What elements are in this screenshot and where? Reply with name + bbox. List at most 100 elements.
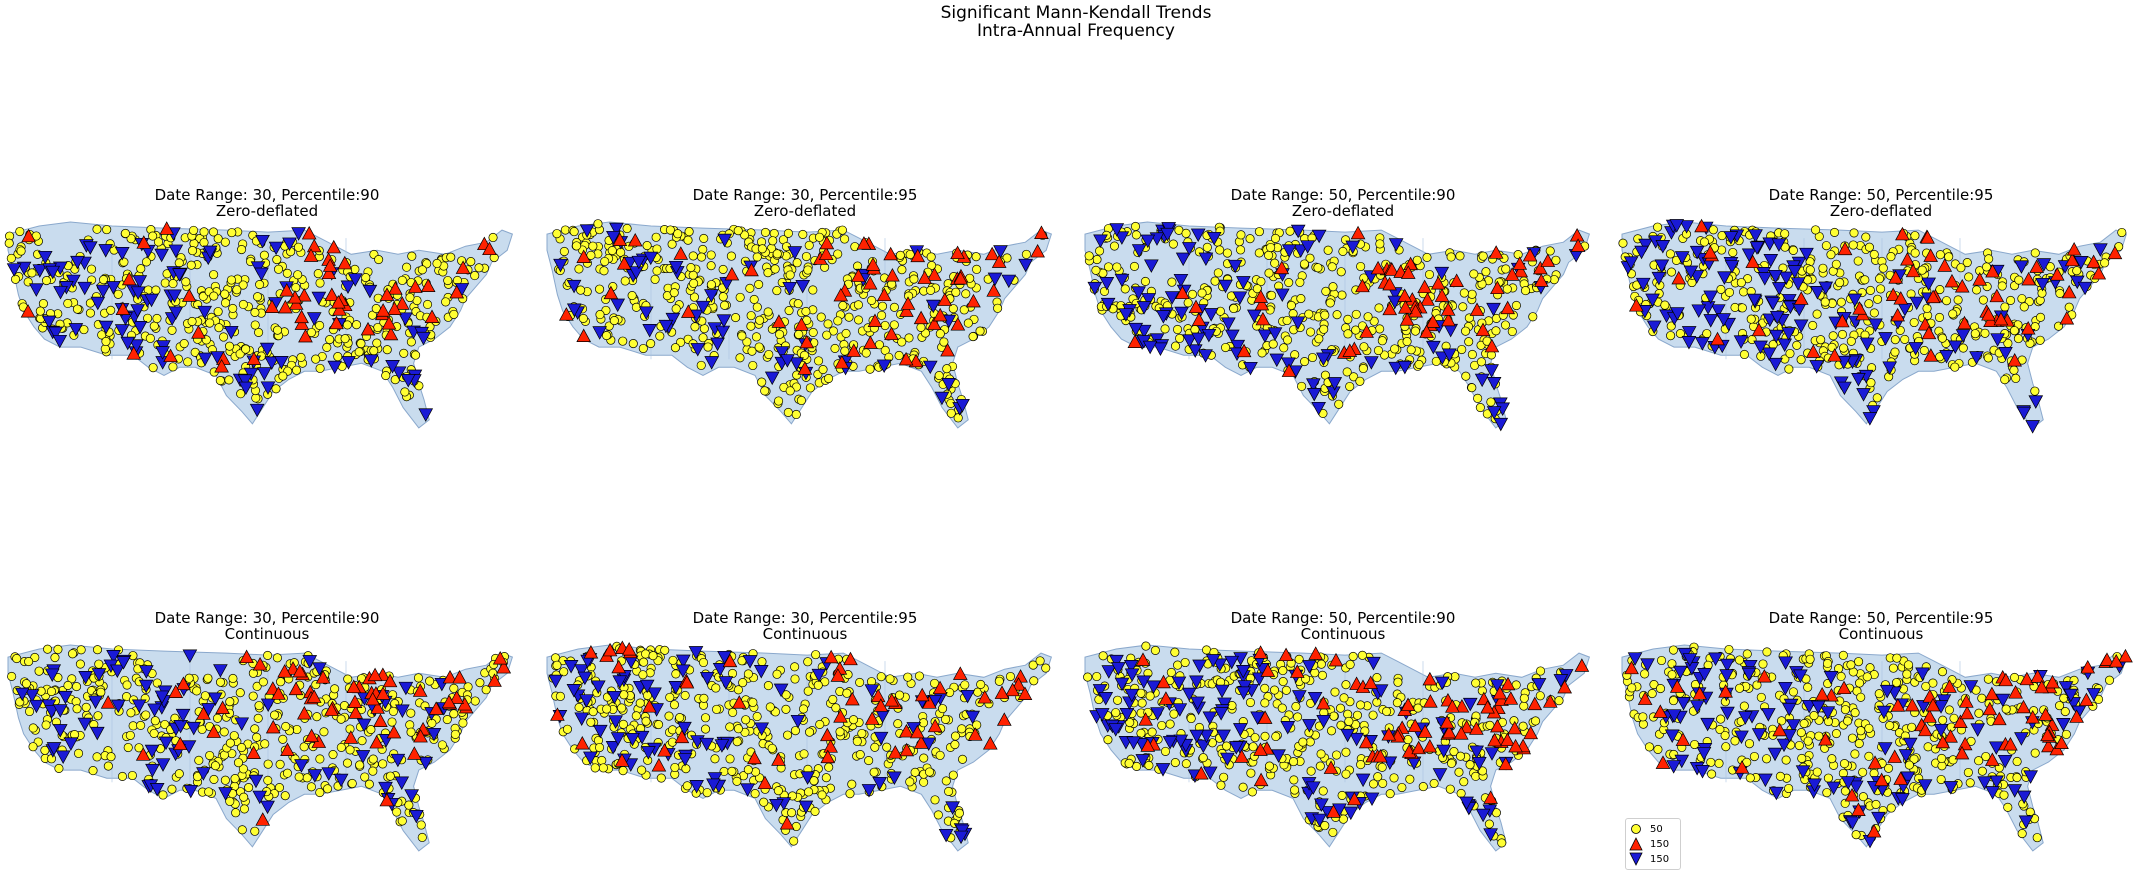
site-decreasing-trend [583, 751, 598, 766]
site-no-trend [1446, 252, 1456, 262]
site-no-trend [123, 742, 133, 753]
site-increasing-trend [1827, 348, 1842, 362]
site-decreasing-trend [1300, 240, 1316, 254]
panel-subtitle-3: Zero-deflated [1291, 202, 1395, 220]
site-no-trend [1507, 326, 1517, 337]
site-no-trend [1797, 753, 1807, 763]
site-increasing-trend [20, 304, 36, 318]
site-no-trend [972, 720, 982, 730]
site-no-trend [1359, 342, 1369, 352]
site-increasing-trend [292, 663, 308, 678]
site-decreasing-trend [1681, 326, 1697, 340]
site-no-trend [293, 242, 304, 252]
site-no-trend [1325, 298, 1335, 308]
site-no-trend [681, 764, 691, 774]
site-no-trend [1831, 259, 1841, 269]
site-no-trend [1835, 278, 1845, 288]
site-decreasing-trend [416, 331, 431, 346]
site-decreasing-trend [1093, 234, 1108, 248]
site-no-trend [1222, 741, 1232, 751]
site-decreasing-trend [1716, 313, 1732, 327]
site-no-trend [437, 740, 447, 750]
site-no-trend [1345, 381, 1355, 392]
site-no-trend [972, 264, 982, 274]
site-decreasing-trend [1847, 293, 1863, 308]
site-no-trend [1638, 712, 1648, 722]
site-no-trend [183, 357, 193, 367]
site-no-trend [828, 326, 838, 336]
site-no-trend [281, 721, 291, 732]
site-increasing-trend [315, 670, 331, 684]
site-no-trend [50, 652, 60, 663]
site-increasing-trend [950, 317, 966, 331]
site-decreasing-trend [1126, 736, 1141, 750]
site-no-trend [703, 342, 713, 352]
site-decreasing-trend [764, 371, 780, 386]
site-no-trend [576, 285, 586, 295]
site-no-trend [1304, 309, 1314, 319]
site-no-trend [407, 251, 417, 261]
site-no-trend [1904, 760, 1914, 770]
site-no-trend [209, 774, 219, 785]
site-no-trend [2013, 334, 2023, 344]
site-no-trend [798, 704, 809, 714]
site-no-trend [1222, 248, 1232, 258]
site-no-trend [684, 227, 694, 237]
site-increasing-trend [967, 727, 983, 741]
site-decreasing-trend [590, 680, 606, 694]
site-increasing-trend [413, 728, 428, 743]
site-no-trend [961, 289, 971, 299]
site-decreasing-trend [55, 750, 71, 764]
site-increasing-trend [574, 735, 590, 750]
site-no-trend [119, 257, 129, 267]
site-no-trend [752, 302, 762, 312]
site-increasing-trend [1512, 256, 1528, 270]
site-increasing-trend [321, 265, 337, 280]
site-no-trend [700, 713, 711, 723]
site-increasing-trend [1957, 315, 1972, 330]
site-no-trend [1849, 228, 1859, 238]
site-decreasing-trend [1761, 347, 1777, 361]
site-decreasing-trend [1290, 224, 1306, 239]
site-increasing-trend [1885, 287, 1901, 301]
site-no-trend [1181, 228, 1191, 238]
site-increasing-trend [977, 689, 993, 704]
site-no-trend [24, 657, 34, 667]
site-no-trend [253, 292, 263, 302]
site-no-trend [400, 387, 410, 397]
site-no-trend [638, 670, 648, 680]
site-increasing-trend [927, 718, 943, 733]
site-no-trend [775, 329, 785, 339]
site-no-trend [1260, 683, 1270, 693]
site-increasing-trend [330, 295, 346, 309]
site-decreasing-trend [579, 224, 595, 238]
site-no-trend [1293, 712, 1303, 722]
site-no-trend [481, 685, 491, 695]
site-no-trend [103, 761, 113, 771]
site-no-trend [2032, 833, 2042, 843]
site-no-trend [1256, 276, 1266, 287]
site-no-trend [1878, 263, 1888, 273]
site-decreasing-trend [1768, 329, 1784, 344]
site-decreasing-trend [1691, 304, 1707, 318]
site-no-trend [1238, 782, 1248, 792]
site-no-trend [28, 723, 38, 733]
site-decreasing-trend [1232, 291, 1248, 305]
site-increasing-trend [367, 667, 383, 682]
site-increasing-trend [163, 348, 178, 363]
site-no-trend [101, 336, 111, 347]
site-decreasing-trend [2077, 281, 2093, 296]
site-no-trend [2012, 773, 2022, 783]
site-increasing-trend [744, 262, 759, 277]
site-no-trend [706, 280, 716, 290]
site-increasing-trend [324, 287, 340, 301]
site-no-trend [855, 749, 865, 760]
site-no-trend [1788, 245, 1798, 255]
site-decreasing-trend [612, 675, 628, 689]
site-increasing-trend [1805, 344, 1821, 358]
site-no-trend [938, 704, 948, 714]
site-no-trend [646, 339, 656, 349]
site-no-trend [861, 348, 871, 358]
site-decreasing-trend [1670, 307, 1685, 321]
site-no-trend [1183, 298, 1193, 308]
